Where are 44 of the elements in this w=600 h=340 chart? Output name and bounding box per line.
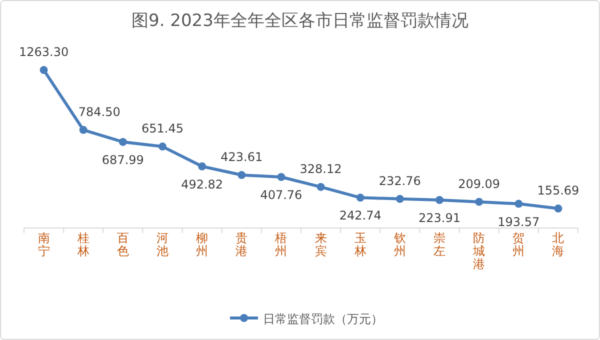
data-label: 209.09	[458, 176, 500, 191]
data-label: 651.45	[142, 122, 184, 136]
data-label: 193.57	[498, 214, 540, 229]
point	[277, 173, 286, 182]
x-tick-label: 贵港	[236, 231, 248, 258]
data-label: 155.69	[537, 184, 580, 198]
point	[118, 138, 127, 146]
x-tick-label: 钦州	[392, 231, 406, 258]
x-tick-label: 防城港	[472, 231, 486, 271]
point	[436, 196, 444, 204]
data-label: 232.76	[378, 174, 421, 188]
data-label: 407.76	[260, 188, 302, 202]
point	[158, 142, 166, 151]
point	[40, 66, 48, 74]
x-tick-label: 百色	[116, 231, 129, 258]
point	[316, 182, 325, 191]
x-tick-label: 河池	[156, 231, 168, 258]
data-label: 492.82	[181, 177, 224, 192]
point	[79, 126, 88, 134]
point	[198, 162, 206, 170]
x-tick-label: 北海	[552, 231, 564, 258]
x-tick-label: 桂林	[76, 231, 90, 258]
point	[396, 194, 404, 203]
point	[554, 204, 562, 213]
data-label: 687.99	[102, 152, 144, 167]
legend-label: 日常监督罚款（万元）	[263, 312, 383, 326]
x-tick-label: 来宾	[314, 231, 327, 258]
x-tick-label: 崇左	[434, 231, 446, 258]
data-label: 1263.30	[18, 45, 69, 60]
data-label: 784.50	[78, 104, 120, 119]
data-label: 423.61	[220, 150, 263, 164]
point	[514, 200, 523, 208]
point	[475, 198, 484, 206]
data-label: 223.91	[418, 211, 460, 225]
x-tick-label: 玉林	[353, 231, 366, 258]
x-tick-label: 梧州	[274, 231, 288, 258]
x-tick-label: 贺州	[512, 231, 525, 258]
data-label: 328.12	[300, 162, 342, 176]
chart-title: 图9. 2023年全年全区各市日常监督罚款情况	[132, 11, 468, 31]
x-tick-label: 南宁	[38, 231, 50, 258]
point	[238, 171, 246, 180]
point	[356, 194, 364, 202]
x-tick-label: 柳州	[196, 231, 208, 258]
data-label: 242.74	[339, 208, 382, 223]
